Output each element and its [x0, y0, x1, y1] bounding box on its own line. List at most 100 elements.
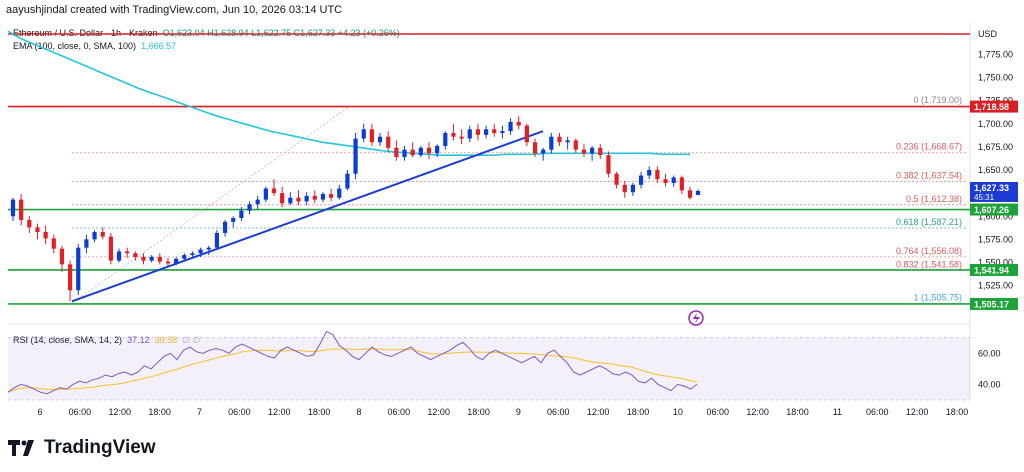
- candle: [590, 145, 595, 161]
- candle: [524, 123, 529, 146]
- candle: [541, 147, 546, 161]
- candle-body: [255, 199, 260, 205]
- level-tag-label: 1,718.58: [974, 102, 1009, 112]
- candle-body: [345, 173, 350, 189]
- fib-label: 0.5 (1,612.38): [906, 194, 962, 204]
- candle: [157, 253, 162, 265]
- candle: [125, 247, 130, 258]
- candle: [35, 223, 40, 240]
- candle: [655, 166, 660, 183]
- candle-body: [679, 177, 684, 191]
- price-tick-label: 1,750.00: [978, 73, 1013, 83]
- price-tick-label: 1,575.00: [978, 234, 1013, 244]
- candle-body: [100, 231, 105, 237]
- time-tick-label: 18:00: [148, 407, 171, 417]
- candle-body: [467, 129, 472, 139]
- candle: [622, 181, 627, 198]
- candle-body: [361, 129, 366, 139]
- candle-body: [288, 197, 293, 204]
- candle-body: [27, 219, 32, 228]
- candle: [581, 144, 587, 158]
- fib-label: 1 (1,505.75): [913, 292, 962, 302]
- candle: [386, 131, 391, 152]
- rsi-tick-label: 60.00: [978, 348, 1001, 358]
- level-tag-label: 1,505.17: [974, 299, 1009, 309]
- level-tag: [970, 263, 1018, 276]
- time-tick-label: 06:00: [547, 407, 570, 417]
- fib-label: 0.382 (1,637.54): [896, 171, 962, 181]
- time-tick-label: 18:00: [627, 407, 650, 417]
- candle-body: [51, 238, 56, 249]
- price-chart[interactable]: 1,775.001,750.001,725.001,700.001,675.00…: [0, 0, 1024, 430]
- candle-body: [402, 149, 407, 158]
- current-price-tag: [970, 181, 1018, 202]
- time-tick-label: 06:00: [707, 407, 730, 417]
- candle: [100, 227, 105, 240]
- candle-body: [353, 138, 358, 174]
- candle-body: [206, 247, 211, 250]
- candle-body: [581, 149, 587, 154]
- candle-body: [418, 147, 423, 156]
- candle-body: [239, 210, 244, 219]
- candle: [304, 192, 309, 206]
- candle-body: [182, 255, 187, 259]
- candle-body: [565, 140, 570, 143]
- candle: [247, 201, 252, 215]
- rsi-line: [7, 330, 698, 395]
- candle: [108, 232, 113, 265]
- rsi-ma-line: [7, 348, 698, 393]
- candle-body: [263, 188, 268, 200]
- time-tick-label: 12:00: [587, 407, 610, 417]
- candle-body: [671, 177, 676, 183]
- candle: [312, 190, 317, 204]
- brand-logo: TradingView: [8, 437, 156, 459]
- candle-body: [320, 194, 326, 200]
- candle-body: [198, 249, 203, 254]
- candle: [182, 253, 187, 261]
- candle: [59, 245, 65, 272]
- candle-body: [638, 175, 644, 185]
- candle-body: [165, 261, 171, 264]
- candle-body: [598, 147, 603, 156]
- candle-body: [606, 155, 611, 174]
- candle-body: [459, 136, 464, 139]
- ema-legend: EMA (100, close, 0, SMA, 100) 1,666.57: [13, 41, 176, 51]
- candle-body: [386, 136, 391, 148]
- candle: [549, 133, 554, 154]
- candle-body: [312, 195, 317, 200]
- candle: [239, 207, 244, 221]
- price-tick-label: 1,525.00: [978, 281, 1013, 291]
- candle: [337, 184, 342, 200]
- candle-body: [630, 184, 636, 193]
- candle-body: [149, 256, 154, 261]
- time-tick-label: 18:00: [946, 407, 969, 417]
- candle-body: [190, 253, 195, 256]
- candle: [369, 123, 374, 146]
- candle-body: [76, 247, 81, 291]
- candle: [222, 219, 228, 237]
- candle-body: [329, 194, 334, 198]
- candle: [410, 142, 415, 158]
- rsi-ma-value: 39.58: [154, 335, 178, 345]
- rsi-label: RSI (14, close, SMA, 14, 2): [13, 335, 123, 345]
- candle: [557, 133, 562, 146]
- fib-label: 0.832 (1,541.58): [896, 259, 962, 269]
- candle-body: [296, 197, 301, 202]
- candle: [459, 129, 464, 145]
- time-tick-label: 12:00: [427, 407, 450, 417]
- candle-body: [435, 145, 440, 154]
- rsi-band: [8, 337, 970, 400]
- candle: [598, 144, 603, 159]
- candle-body: [500, 131, 505, 133]
- candle-body: [516, 121, 521, 126]
- candle: [329, 188, 334, 202]
- time-tick-label: 06:00: [388, 407, 411, 417]
- candle: [133, 251, 138, 261]
- fib-label: 0 (1,719.00): [913, 95, 962, 105]
- candle: [353, 133, 358, 180]
- candle-body: [541, 149, 546, 154]
- candle-body: [92, 231, 97, 240]
- candle: [671, 175, 676, 187]
- time-tick-label: 8: [356, 407, 361, 417]
- candle: [174, 256, 179, 266]
